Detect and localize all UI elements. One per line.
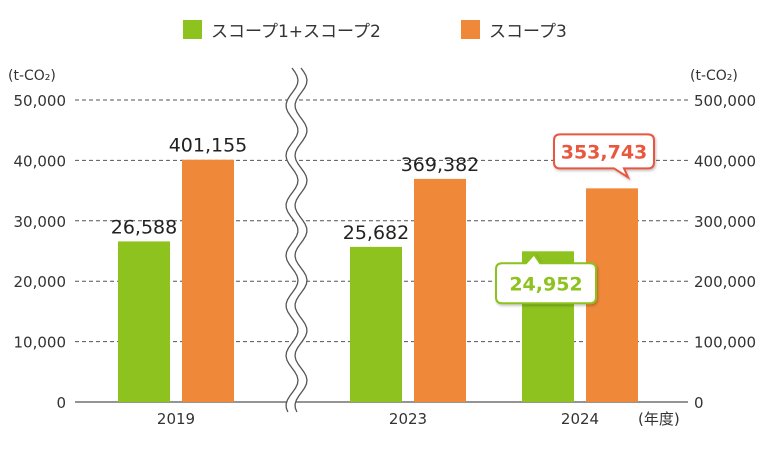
x-axis-unit-label: (年度)	[638, 410, 680, 428]
axis-break-fill	[286, 68, 307, 412]
category-label: 2024	[561, 410, 599, 428]
right-axis-unit: (t-CO₂)	[690, 68, 738, 84]
value-label-scope3: 369,382	[401, 154, 480, 176]
category-label: 2019	[157, 410, 195, 428]
left-tick-label: 10,000	[14, 334, 67, 352]
category-labels: 2019 2023 2024	[157, 410, 599, 428]
value-label-scope3: 401,155	[169, 135, 248, 157]
left-tick-label: 0	[56, 394, 66, 412]
right-tick-label: 400,000	[694, 152, 756, 170]
left-axis-ticks: 0 10,000 20,000 30,000 40,000 50,000	[14, 92, 67, 412]
axis-break-line	[285, 67, 299, 413]
callout-scope3-2024	[553, 133, 655, 180]
bar-scope3-2019	[182, 159, 234, 402]
category-label: 2023	[389, 410, 427, 428]
value-label-scope12: 25,682	[343, 222, 409, 244]
bar-scope12-2023	[350, 246, 402, 402]
bars	[118, 159, 638, 402]
right-tick-label: 100,000	[694, 334, 756, 352]
axis-break-wave	[285, 67, 308, 413]
left-axis-unit: (t-CO₂)	[8, 68, 56, 84]
right-axis-ticks: 0 100,000 200,000 300,000 400,000 500,000	[694, 92, 756, 412]
left-tick-label: 40,000	[14, 152, 67, 170]
bar-scope3-2023	[414, 178, 466, 402]
bar-scope12-2019	[118, 241, 170, 402]
callout-value-scope3: 353,743	[561, 141, 648, 163]
axis-break-line	[294, 67, 308, 413]
right-tick-label: 500,000	[694, 92, 756, 110]
right-tick-label: 300,000	[694, 213, 756, 231]
value-labels: 26,588 401,155 25,682 369,382 353,743 24,952	[111, 133, 655, 305]
legend-label-scope3: スコープ3	[489, 22, 567, 42]
left-tick-label: 50,000	[14, 92, 67, 110]
left-tick-label: 20,000	[14, 273, 67, 291]
legend-swatch-scope12	[183, 20, 202, 39]
legend: スコープ1+スコープ2 スコープ3	[183, 20, 567, 42]
left-tick-label: 30,000	[14, 213, 67, 231]
legend-swatch-scope3	[461, 20, 480, 39]
legend-label-scope12: スコープ1+スコープ2	[211, 22, 381, 42]
callout-value-scope12: 24,952	[509, 273, 582, 295]
callout-scope12-2024	[495, 252, 597, 305]
value-label-scope12: 26,588	[111, 216, 177, 238]
right-tick-label: 0	[694, 394, 704, 412]
right-tick-label: 200,000	[694, 273, 756, 291]
